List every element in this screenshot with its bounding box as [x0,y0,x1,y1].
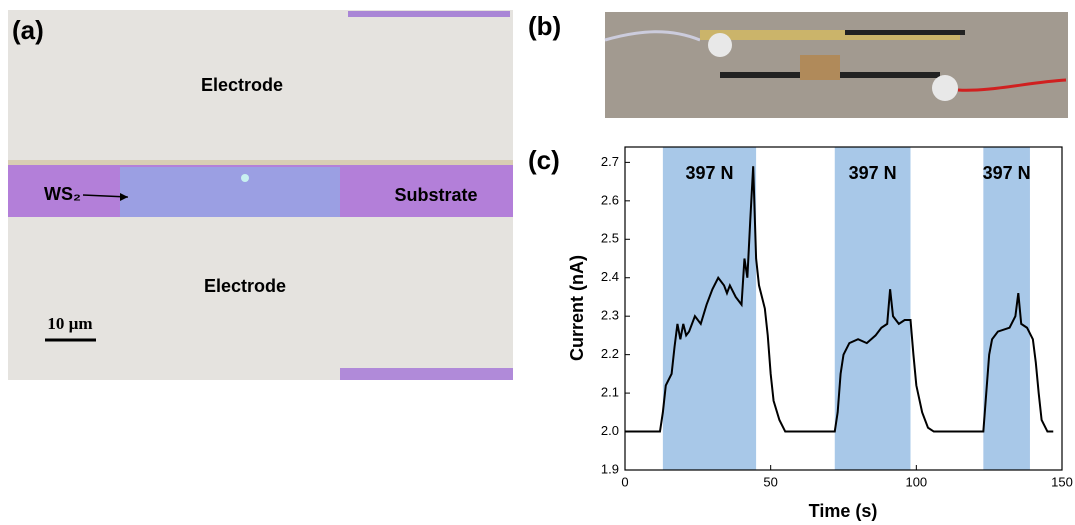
wire [845,30,965,35]
chip [800,55,840,80]
label: Electrode [204,276,286,296]
y-tick-label: 1.9 [601,461,619,476]
panel-label: (b) [528,11,561,41]
x-tick-label: 0 [621,474,628,489]
panel-label: (c) [528,145,560,175]
wire [957,78,1067,92]
region-label: 397 N [685,163,733,183]
contact [708,33,732,57]
label: WS₂ [44,184,81,204]
x-tick-label: 150 [1051,474,1073,489]
scale-label: 10 µm [47,314,92,333]
x-axis-title: Time (s) [809,501,878,521]
y-tick-label: 2.4 [601,269,619,284]
shaded-region [662,147,757,470]
y-tick-label: 2.0 [601,423,619,438]
label: Substrate [394,185,477,205]
shaded-region [983,147,1030,470]
arrow-head [120,193,128,201]
device [700,30,960,40]
x-tick-label: 100 [905,474,927,489]
flake-spot [241,174,249,182]
y-tick-label: 2.2 [601,346,619,361]
wire [604,30,701,42]
y-tick-label: 2.3 [601,308,619,323]
substrate-patch [340,368,513,380]
substrate-patch [348,11,510,17]
y-tick-label: 2.1 [601,385,619,400]
x-tick-label: 50 [763,474,777,489]
region-label: 397 N [983,163,1031,183]
contact [932,75,958,101]
y-tick-label: 2.6 [601,192,619,207]
plot-frame [624,146,1063,471]
y-tick-label: 2.7 [601,154,619,169]
region-label: 397 N [849,163,897,183]
y-tick-label: 2.5 [601,231,619,246]
data-line [625,166,1054,433]
electrode-edge [8,160,513,165]
ws2-flake [120,167,340,217]
shaded-region [834,147,911,470]
label: Electrode [201,75,283,95]
panel-label: (a) [12,15,44,45]
y-axis-title: Current (nA) [567,255,587,361]
